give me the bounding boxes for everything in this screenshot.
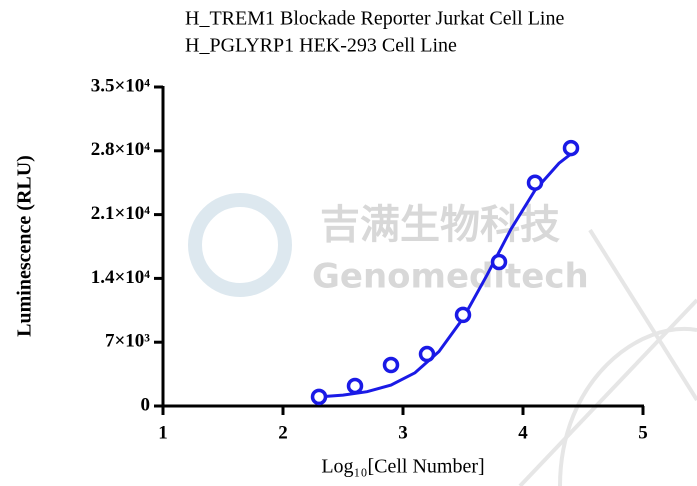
data-point	[490, 253, 508, 271]
y-tick-label: 2.1×10⁴	[91, 203, 151, 224]
data-point	[346, 377, 364, 395]
x-tick-label: 5	[638, 422, 648, 443]
x-tick-label: 4	[518, 422, 528, 443]
y-tick-label: 0	[141, 394, 151, 415]
x-tick-label: 1	[158, 422, 168, 443]
data-point	[418, 345, 436, 363]
x-tick-label: 3	[398, 422, 408, 443]
data-point	[526, 174, 544, 191]
y-tick-label: 1.4×10⁴	[91, 267, 151, 288]
y-tick-label: 2.8×10⁴	[91, 139, 151, 160]
x-axis-label: Log₁₀[Cell Number]	[321, 456, 484, 478]
data-point	[454, 306, 472, 324]
chart-subtitle: H_PGLYRP1 HEK-293 Cell Line	[185, 35, 457, 57]
x-tick-label: 2	[278, 422, 288, 443]
watermark-decoration	[188, 193, 697, 486]
y-axis-label: Luminescence (RLU)	[14, 155, 36, 337]
data-point	[310, 388, 328, 406]
data-point	[562, 139, 580, 157]
y-tick-label: 7×10³	[105, 331, 150, 352]
y-tick-label: 3.5×10⁴	[91, 75, 151, 96]
watermark-en: Genomeditech	[312, 257, 589, 297]
watermark-cn: 吉满生物科技	[320, 202, 560, 248]
data-point	[382, 356, 400, 374]
chart-title: H_TREM1 Blockade Reporter Jurkat Cell Li…	[185, 8, 564, 30]
